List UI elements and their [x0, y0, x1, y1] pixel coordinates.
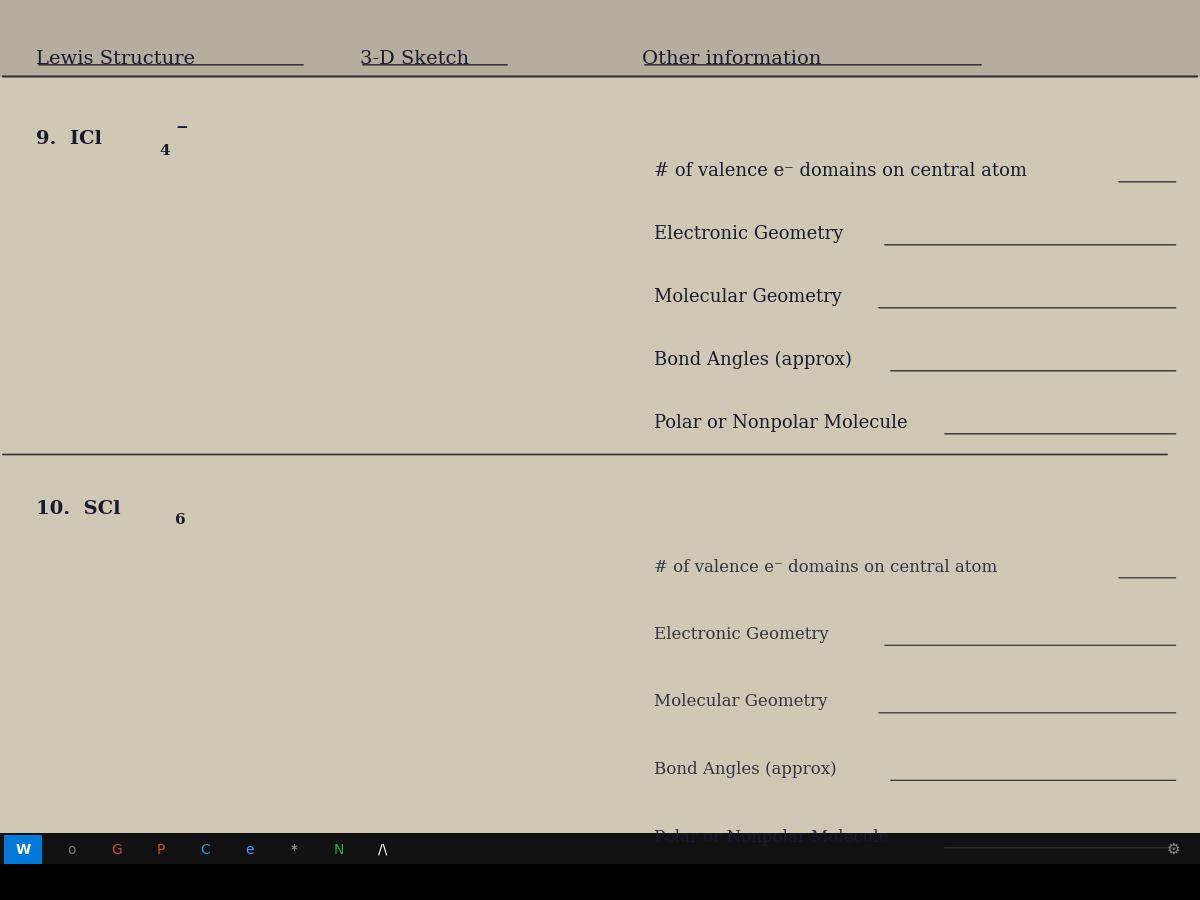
Text: *: *	[290, 842, 298, 857]
Text: Molecular Geometry: Molecular Geometry	[654, 288, 842, 306]
Text: Polar or Nonpolar Molecule: Polar or Nonpolar Molecule	[654, 829, 888, 845]
Text: /\: /\	[378, 842, 388, 857]
FancyBboxPatch shape	[0, 864, 1200, 900]
Text: Lewis Structure: Lewis Structure	[36, 50, 194, 68]
Text: Bond Angles (approx): Bond Angles (approx)	[654, 351, 852, 369]
Text: e: e	[245, 842, 254, 857]
Text: 10.  SCl: 10. SCl	[36, 500, 121, 518]
Text: Electronic Geometry: Electronic Geometry	[654, 626, 829, 643]
Text: G: G	[112, 842, 121, 857]
Text: Electronic Geometry: Electronic Geometry	[654, 225, 844, 243]
Text: ⚙: ⚙	[1166, 842, 1181, 857]
Text: C: C	[200, 842, 210, 857]
FancyBboxPatch shape	[0, 832, 1200, 900]
Text: 3-D Sketch: 3-D Sketch	[360, 50, 469, 68]
FancyBboxPatch shape	[0, 0, 1200, 76]
Text: N: N	[334, 842, 343, 857]
Text: # of valence e⁻ domains on central atom: # of valence e⁻ domains on central atom	[654, 559, 997, 575]
Text: # of valence e⁻ domains on central atom: # of valence e⁻ domains on central atom	[654, 162, 1027, 180]
Text: −: −	[175, 121, 188, 135]
Text: o: o	[67, 842, 77, 857]
Text: Polar or Nonpolar Molecule: Polar or Nonpolar Molecule	[654, 414, 907, 432]
Text: W: W	[16, 842, 30, 857]
Text: 6: 6	[175, 513, 186, 527]
Text: Bond Angles (approx): Bond Angles (approx)	[654, 761, 836, 778]
Text: Other information: Other information	[642, 50, 821, 68]
Text: P: P	[157, 842, 164, 857]
FancyBboxPatch shape	[4, 835, 42, 864]
Text: 9.  ICl: 9. ICl	[36, 130, 102, 148]
Text: 4: 4	[160, 144, 170, 158]
Text: Molecular Geometry: Molecular Geometry	[654, 694, 828, 710]
